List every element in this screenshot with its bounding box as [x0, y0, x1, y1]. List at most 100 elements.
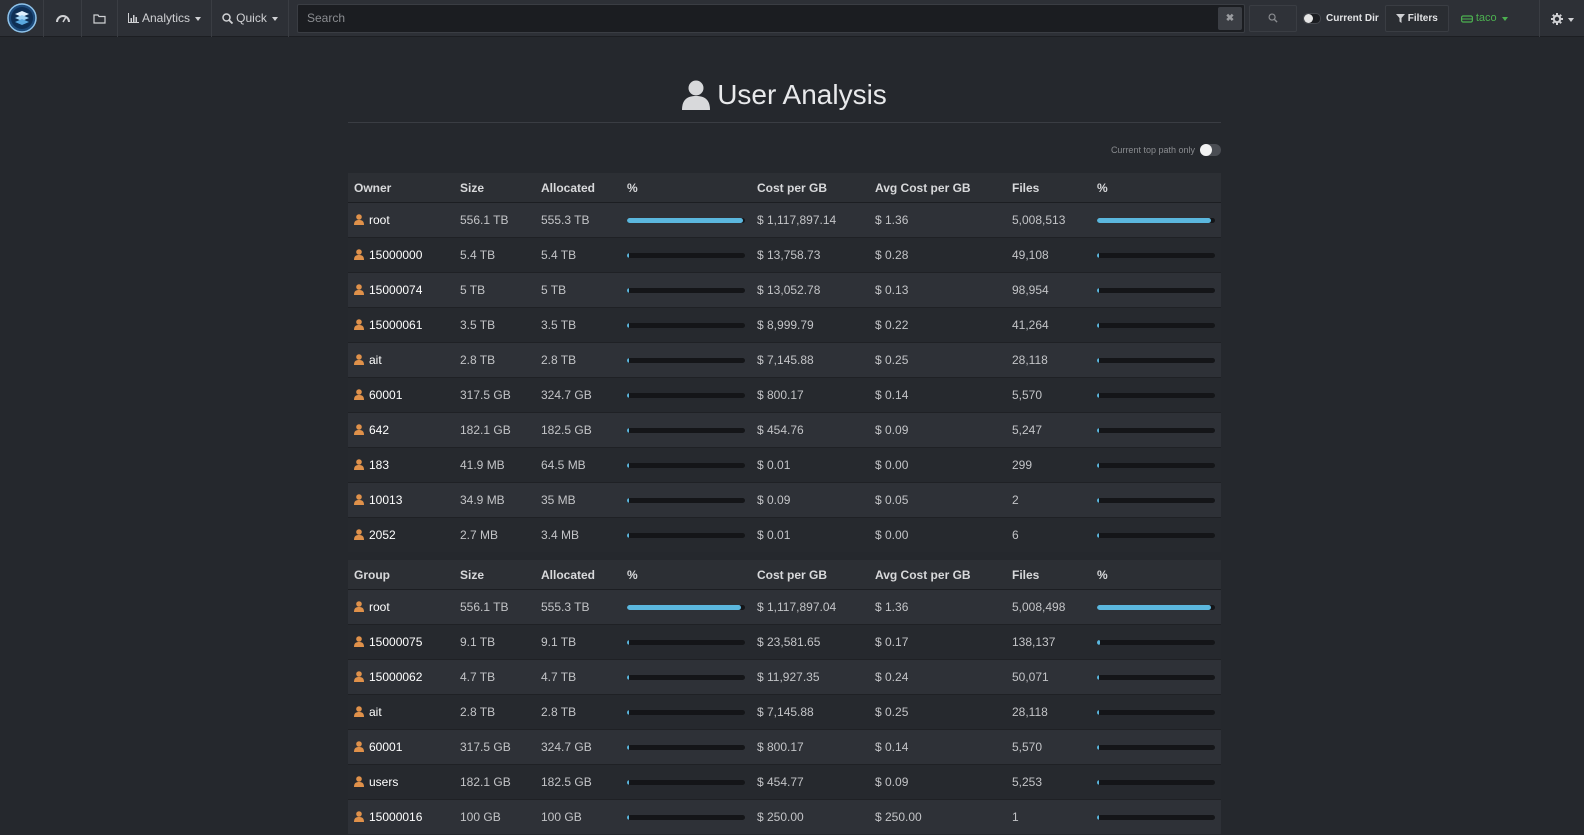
files-cell: 5,570: [1006, 729, 1091, 765]
name-label: 15000000: [369, 248, 423, 262]
size-percent-cell: [621, 659, 751, 695]
name-cell[interactable]: 60001: [348, 729, 454, 765]
size-percent-cell: [621, 237, 751, 273]
table-row[interactable]: root 556.1 TB 555.3 TB $ 1,117,897.14 $ 1.36…: [348, 202, 1221, 238]
progress-bar: [627, 392, 745, 398]
files-cell: 98,954: [1006, 272, 1091, 308]
column-header[interactable]: Size: [454, 173, 535, 203]
column-header[interactable]: Files: [1006, 560, 1091, 590]
column-header[interactable]: Size: [454, 560, 535, 590]
table-row[interactable]: ait 2.8 TB 2.8 TB $ 7,145.88 $ 0.25 28,118: [348, 694, 1221, 730]
name-cell[interactable]: 15000000: [348, 237, 454, 273]
name-cell[interactable]: users: [348, 764, 454, 800]
column-header[interactable]: Allocated: [535, 173, 621, 203]
dashboard-button[interactable]: [44, 0, 82, 37]
table-row[interactable]: 60001 317.5 GB 324.7 GB $ 800.17 $ 0.14 5,570: [348, 729, 1221, 765]
name-cell[interactable]: 15000061: [348, 307, 454, 343]
table-row[interactable]: 15000062 4.7 TB 4.7 TB $ 11,927.35 $ 0.24 50,…: [348, 659, 1221, 695]
username-label: taco: [1475, 12, 1497, 24]
name-cell[interactable]: 642: [348, 412, 454, 448]
progress-bar-fill: [1097, 322, 1099, 328]
table-row[interactable]: 10013 34.9 MB 35 MB $ 0.09 $ 0.05 2: [348, 482, 1221, 518]
avg-cost-cell: $ 0.17: [869, 624, 1006, 660]
quick-label: Quick: [236, 11, 267, 25]
table-row[interactable]: 15000061 3.5 TB 3.5 TB $ 8,999.79 $ 0.22 41,2…: [348, 307, 1221, 343]
column-header[interactable]: Avg Cost per GB: [869, 560, 1006, 590]
bar-chart-icon: [127, 13, 139, 23]
search-button[interactable]: [1249, 4, 1297, 32]
size-percent-cell: [621, 517, 751, 552]
name-cell[interactable]: 183: [348, 447, 454, 483]
name-cell[interactable]: 15000074: [348, 272, 454, 308]
size-cell: 2.8 TB: [454, 694, 535, 730]
progress-bar: [1097, 532, 1215, 538]
user-icon: [354, 529, 364, 540]
files-percent-cell: [1091, 342, 1221, 378]
name-cell[interactable]: root: [348, 202, 454, 238]
name-cell[interactable]: ait: [348, 342, 454, 378]
column-header[interactable]: %: [621, 560, 751, 590]
user-icon: [354, 319, 364, 330]
progress-bar: [1097, 322, 1215, 328]
files-percent-cell: [1091, 694, 1221, 730]
table-row[interactable]: 15000016 100 GB 100 GB $ 250.00 $ 250.00 1: [348, 799, 1221, 834]
progress-bar-fill: [1097, 814, 1099, 820]
user-icon: [354, 811, 364, 822]
progress-bar: [1097, 252, 1215, 258]
page-title-container: User Analysis: [682, 78, 887, 112]
name-cell[interactable]: 15000075: [348, 624, 454, 660]
column-header[interactable]: Group: [348, 560, 454, 590]
table-row[interactable]: 2052 2.7 MB 3.4 MB $ 0.01 $ 0.00 6: [348, 517, 1221, 552]
column-header[interactable]: Allocated: [535, 560, 621, 590]
column-header[interactable]: Cost per GB: [751, 173, 869, 203]
progress-bar: [1097, 462, 1215, 468]
quick-menu[interactable]: Quick: [212, 0, 289, 37]
size-percent-cell: [621, 589, 751, 625]
settings-menu[interactable]: [1539, 0, 1584, 37]
analytics-label: Analytics: [141, 11, 191, 25]
size-cell: 5.4 TB: [454, 237, 535, 273]
column-header[interactable]: Owner: [348, 173, 454, 203]
clear-search-button[interactable]: ✖: [1218, 6, 1242, 30]
name-cell[interactable]: 2052: [348, 517, 454, 552]
name-cell[interactable]: 10013: [348, 482, 454, 518]
top-path-toggle[interactable]: [1200, 144, 1221, 156]
user-menu[interactable]: taco: [1460, 0, 1508, 37]
column-header[interactable]: Cost per GB: [751, 560, 869, 590]
table-row[interactable]: root 556.1 TB 555.3 TB $ 1,117,897.04 $ 1.36…: [348, 589, 1221, 625]
file-browser-button[interactable]: [82, 0, 118, 37]
search-input[interactable]: [298, 3, 1218, 33]
current-dir-toggle[interactable]: Current Dir: [1303, 12, 1379, 24]
name-cell[interactable]: 15000016: [348, 799, 454, 834]
name-cell[interactable]: root: [348, 589, 454, 625]
name-cell[interactable]: 60001: [348, 377, 454, 413]
toggle-switch[interactable]: [1303, 12, 1321, 24]
table-row[interactable]: users 182.1 GB 182.5 GB $ 454.77 $ 0.09 5,253: [348, 764, 1221, 800]
table-row[interactable]: ait 2.8 TB 2.8 TB $ 7,145.88 $ 0.25 28,118: [348, 342, 1221, 378]
size-percent-cell: [621, 202, 751, 238]
app-logo[interactable]: [0, 0, 44, 37]
size-cell: 317.5 GB: [454, 377, 535, 413]
column-header[interactable]: %: [1091, 560, 1221, 590]
analytics-menu[interactable]: Analytics: [118, 0, 212, 37]
table-row[interactable]: 183 41.9 MB 64.5 MB $ 0.01 $ 0.00 299: [348, 447, 1221, 483]
table-row[interactable]: 15000000 5.4 TB 5.4 TB $ 13,758.73 $ 0.28 49,…: [348, 237, 1221, 273]
table-row[interactable]: 15000074 5 TB 5 TB $ 13,052.78 $ 0.13 98,954: [348, 272, 1221, 308]
name-cell[interactable]: ait: [348, 694, 454, 730]
table-row[interactable]: 60001 317.5 GB 324.7 GB $ 800.17 $ 0.14 5,570: [348, 377, 1221, 413]
column-header[interactable]: Files: [1006, 173, 1091, 203]
table-row[interactable]: 15000075 9.1 TB 9.1 TB $ 23,581.65 $ 0.17 138…: [348, 624, 1221, 660]
avg-cost-cell: $ 0.05: [869, 482, 1006, 518]
column-header[interactable]: Avg Cost per GB: [869, 173, 1006, 203]
table-row[interactable]: 642 182.1 GB 182.5 GB $ 454.76 $ 0.09 5,247: [348, 412, 1221, 448]
name-cell[interactable]: 15000062: [348, 659, 454, 695]
avg-cost-cell: $ 1.36: [869, 589, 1006, 625]
filters-button[interactable]: Filters: [1384, 4, 1449, 32]
page-title: User Analysis: [717, 79, 887, 110]
progress-bar: [627, 779, 745, 785]
column-header[interactable]: %: [621, 173, 751, 203]
size-cell: 41.9 MB: [454, 447, 535, 483]
column-header[interactable]: %: [1091, 173, 1221, 203]
files-cell: 50,071: [1006, 659, 1091, 695]
avg-cost-cell: $ 0.25: [869, 694, 1006, 730]
